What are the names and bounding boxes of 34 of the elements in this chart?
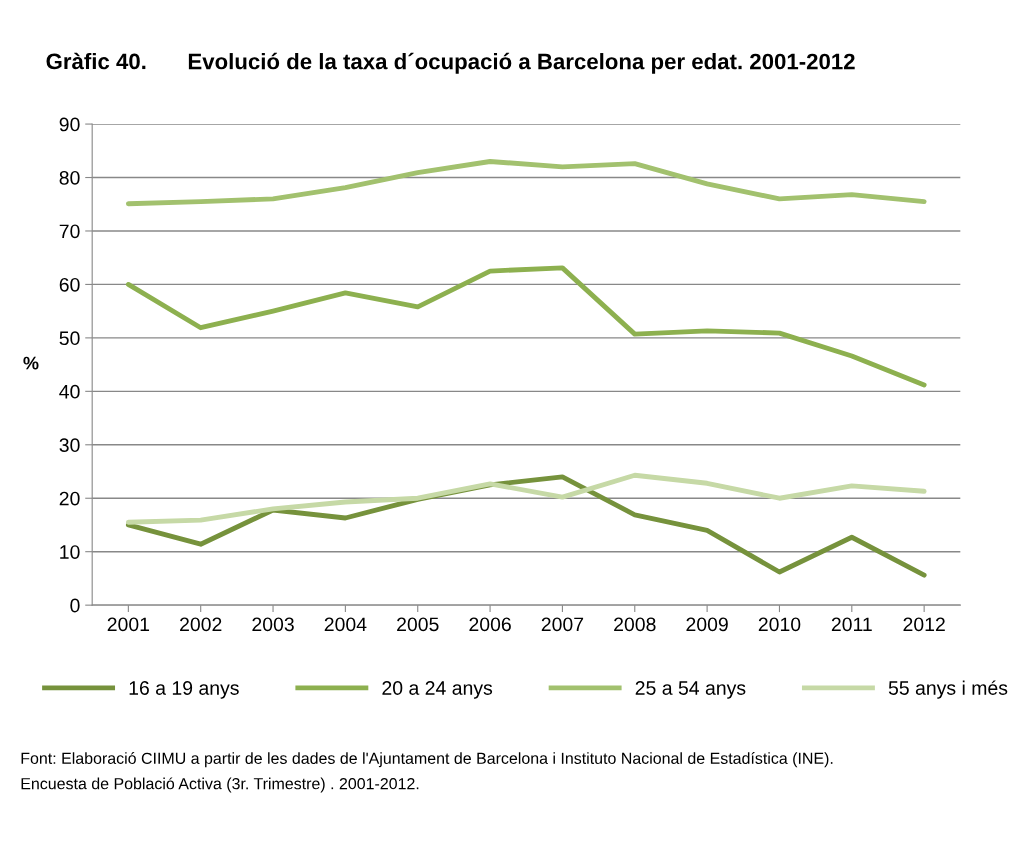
y-tick-label: 50 [59,331,80,346]
y-tick-label: 30 [59,438,80,453]
x-tick-label: 2003 [252,617,294,632]
x-tick-label: 2011 [831,617,872,632]
line-series [125,159,927,207]
y-tick-label: 60 [59,277,80,292]
text: Font: Elaboració CIIMU a partir de les dades de l'Ajuntament de Barcelona i Instituto Nacional de Estadística (INE). [21,752,833,768]
x-tick-label: 2004 [324,617,367,632]
y-tick-label: 20 [59,491,80,506]
x-tick-label: 2012 [903,617,945,632]
y-axis-title: % [23,356,39,370]
x-tick-label: 2009 [686,617,728,632]
y-tick-label: 0 [70,598,80,613]
line-series [125,265,927,388]
line-series [125,472,927,525]
y-tick-label: 70 [59,224,80,239]
legend-label: 55 anys i més [888,680,1008,699]
y-tick-label: 10 [60,545,80,559]
x-tick-label: 2005 [397,617,439,632]
legend-label: 20 a 24 anys [382,681,493,699]
legend-label: 25 a 54 anys [635,681,746,699]
x-tick-label: 2006 [469,617,511,632]
x-tick-label: 2008 [614,617,656,632]
y-tick-label: 90 [59,117,80,132]
x-tick-label: 2007 [541,617,584,632]
legend-label: 16 a 19 anys [129,681,239,699]
chart-subtitle: Evolució de la taxa d´ocupació a Barcelona per edat. 2001-2012 [188,52,855,74]
x-tick-label: 2002 [180,617,222,632]
x-tick-label: 2010 [758,617,801,632]
x-tick-label: 2001 [107,617,150,632]
y-tick-label: 80 [59,170,80,185]
y-tick-label: 40 [59,384,80,399]
text: Encuesta de Població Activa (3r. Trimestre) . 2001-2012. [21,777,419,793]
chart-title: Gràfic 40. [46,52,146,70]
